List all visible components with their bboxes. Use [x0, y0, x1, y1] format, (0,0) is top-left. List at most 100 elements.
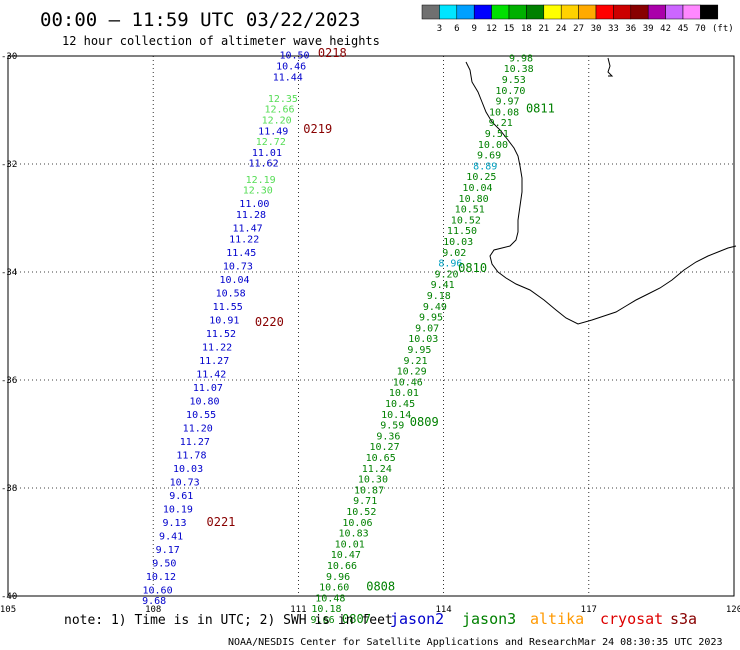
scale-tick-label: 15 [504, 24, 515, 34]
scale-swatch [665, 4, 684, 20]
wave-height-point: 9.49 [423, 302, 447, 313]
scale-tick-label: 39 [643, 24, 654, 34]
wave-height-point: 10.58 [216, 288, 246, 299]
time-marker: 0810 [458, 261, 487, 275]
wave-height-point: 11.47 [233, 224, 263, 235]
time-marker: 0809 [410, 415, 439, 429]
scale-swatch [630, 4, 649, 20]
wave-height-point: 9.59 [380, 421, 404, 432]
wave-height-point: 9.71 [353, 496, 377, 507]
wave-height-point: 10.45 [385, 399, 415, 410]
wave-height-point: 10.91 [209, 315, 239, 326]
scale-tick-label: 18 [521, 24, 532, 34]
wave-height-point: 10.52 [451, 215, 481, 226]
wave-height-point: 11.27 [180, 437, 210, 448]
wave-height-point: 10.87 [354, 485, 384, 496]
legend-item: jason2 [390, 610, 444, 628]
wave-height-point: 10.47 [331, 550, 361, 561]
time-marker: 0807 [342, 612, 371, 626]
x-tick-label: 111 [290, 605, 306, 615]
time-marker: 0220 [255, 315, 284, 329]
wave-height-point: 11.28 [236, 210, 266, 221]
wave-height-point: 10.08 [489, 107, 519, 118]
wave-height-point: 9.41 [431, 280, 455, 291]
wave-height-point: 9.95 [407, 345, 431, 356]
wave-height-point: 9.68 [142, 596, 166, 607]
x-tick-label: 108 [145, 605, 161, 615]
wave-height-point: 12.66 [264, 105, 294, 116]
scale-swatch [578, 4, 597, 20]
wave-height-point: 11.62 [248, 159, 278, 170]
wave-height-point: 11.22 [229, 234, 259, 245]
wave-height-point: 11.44 [273, 72, 303, 83]
wave-height-point: 12.30 [243, 186, 273, 197]
x-tick-label: 105 [0, 605, 16, 615]
scale-swatch [543, 4, 562, 20]
wave-height-point: 10.18 [311, 604, 341, 615]
map-frame [7, 55, 735, 597]
scale-tick-label: 21 [538, 24, 549, 34]
time-marker: 0808 [366, 580, 395, 594]
wave-height-point: 11.42 [196, 369, 226, 380]
wave-height-point: 12.35 [268, 94, 298, 105]
wave-height-point: 10.19 [163, 504, 193, 515]
scale-tick-label: 42 [660, 24, 671, 34]
scale-swatch [613, 4, 632, 20]
color-scale: 3 6 9 12 15 18 21 24 27 30 33 36 39 42 45 70 [421, 4, 719, 34]
scale-swatch [456, 4, 475, 20]
scale-tick-label: 45 [678, 24, 689, 34]
wave-height-point: 9.20 [434, 269, 458, 280]
frame-border [7, 55, 735, 597]
wave-height-point: 11.50 [447, 226, 477, 237]
x-tick-label: 120 [726, 605, 740, 615]
wave-height-point: 11.49 [258, 126, 288, 137]
wave-height-point: 9.02 [442, 248, 466, 259]
wave-height-point: 10.80 [459, 194, 489, 205]
coastline [465, 61, 737, 325]
wave-height-point: 8.89 [473, 161, 497, 172]
wave-height-point: 10.73 [223, 261, 253, 272]
scale-tick-label: 36 [625, 24, 636, 34]
wave-height-point: 10.04 [219, 275, 249, 286]
wave-height-point: 10.52 [346, 507, 376, 518]
scale-tick-label: 27 [573, 24, 584, 34]
chart-title: 00:00 – 11:59 UTC 03/22/2023 [40, 9, 360, 31]
wave-height-point: 9.61 [169, 491, 193, 502]
wave-height-point: 12.72 [256, 137, 286, 148]
scale-tick-label: 3 [437, 24, 442, 34]
island-coast [607, 57, 614, 77]
wave-height-point: 10.70 [495, 86, 525, 97]
wave-height-point: 11.52 [206, 329, 236, 340]
wave-height-point: 11.45 [226, 248, 256, 259]
wave-height-point: 10.55 [186, 410, 216, 421]
wave-height-point: 10.03 [173, 464, 203, 475]
wave-height-point: 10.12 [146, 572, 176, 583]
wave-height-point: 9.51 [485, 129, 509, 140]
wave-height-point: 10.46 [393, 377, 423, 388]
wave-height-point: 8.96 [438, 259, 462, 270]
footer-timestamp: Mar 24 08:30:35 UTC 2023 [578, 637, 723, 648]
wave-height-point: 10.66 [327, 561, 357, 572]
footer-note: note: 1) Time is in UTC; 2) SWH is in fe… [64, 613, 393, 628]
wave-height-point: 10.50 [279, 51, 309, 62]
scale-tick-label: 12 [486, 24, 497, 34]
time-markers: 0218 0219 0220 0221 0811 0810 0809 0808 0807 [207, 46, 555, 626]
chart-subtitle: 12 hour collection of altimeter wave hei… [62, 34, 380, 48]
time-marker: 0218 [318, 46, 347, 60]
wave-height-point: 10.04 [462, 183, 492, 194]
scale-tick-label: 24 [556, 24, 567, 34]
y-tick-label: -40 [1, 592, 17, 602]
axis-ticks: 105 108 111 114 117 120 -30 -32 -34 -36 -38 -40 [0, 52, 740, 615]
wave-height-point: 10.25 [466, 172, 496, 183]
scale-unit: (ft) [712, 24, 734, 34]
wave-height-point: 12.19 [246, 175, 276, 186]
scale-swatch [421, 4, 440, 20]
wave-height-point: 11.07 [193, 383, 223, 394]
wave-height-point: 10.06 [342, 518, 372, 529]
wave-height-point: 10.80 [189, 396, 219, 407]
wave-height-point: 10.30 [358, 475, 388, 486]
wave-height-point: 12.20 [262, 116, 292, 127]
wave-height-point: 11.27 [199, 356, 229, 367]
scale-swatch [647, 4, 666, 20]
